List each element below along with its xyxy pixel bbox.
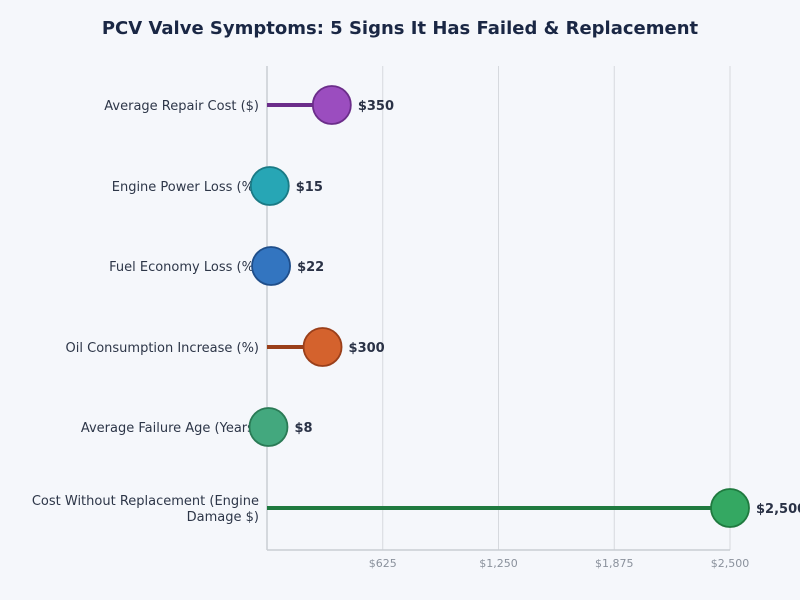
lollipop-dot xyxy=(710,488,750,528)
category-label-line: Fuel Economy Loss (%) xyxy=(109,260,259,275)
x-tick-label: $2,500 xyxy=(711,557,750,570)
category-label: Engine Power Loss (%) xyxy=(112,180,259,195)
value-label: $22 xyxy=(297,260,324,275)
x-tick-label: $1,250 xyxy=(479,557,518,570)
x-tick-label: $1,875 xyxy=(595,557,634,570)
value-label: $8 xyxy=(294,421,312,436)
lollipop-dot xyxy=(302,327,343,367)
category-label: Average Failure Age (Years) xyxy=(81,421,259,436)
category-label-line: Average Failure Age (Years) xyxy=(81,421,259,436)
lollipop-dot xyxy=(249,166,290,206)
category-label-line: Cost Without Replacement (Engine xyxy=(32,494,259,509)
category-label: Average Repair Cost ($) xyxy=(104,99,259,114)
value-label: $300 xyxy=(349,341,385,356)
chart-title: PCV Valve Symptoms: 5 Signs It Has Faile… xyxy=(102,18,699,39)
lollipop-dot xyxy=(251,246,291,286)
value-label: $15 xyxy=(296,180,323,195)
x-tick-label: $625 xyxy=(369,557,397,570)
lollipop-dot xyxy=(311,85,352,125)
category-label-line: Oil Consumption Increase (%) xyxy=(66,341,259,356)
value-label: $2,500 xyxy=(756,502,800,517)
value-label: $350 xyxy=(358,99,394,114)
category-label-line: Damage $) xyxy=(187,510,259,525)
lollipop-dot xyxy=(248,407,289,447)
category-label: Fuel Economy Loss (%) xyxy=(109,260,259,275)
category-label-line: Average Repair Cost ($) xyxy=(104,99,259,114)
grid: $625 $1,250 $1,875 $2,500 xyxy=(266,66,750,570)
category-label: Cost Without Replacement (Engine Damage $… xyxy=(32,494,259,525)
marks: Average Repair Cost ($) $350 Engine Power … xyxy=(32,85,800,528)
category-label: Oil Consumption Increase (%) xyxy=(66,341,259,356)
category-label-line: Engine Power Loss (%) xyxy=(112,180,259,195)
